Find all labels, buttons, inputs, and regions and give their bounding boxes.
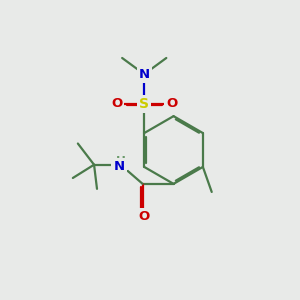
Text: N: N xyxy=(113,160,124,173)
Text: H: H xyxy=(116,155,125,168)
Text: O: O xyxy=(139,210,150,223)
Text: O: O xyxy=(166,97,178,110)
Text: S: S xyxy=(139,97,149,111)
Text: O: O xyxy=(111,97,122,110)
Text: N: N xyxy=(139,68,150,81)
